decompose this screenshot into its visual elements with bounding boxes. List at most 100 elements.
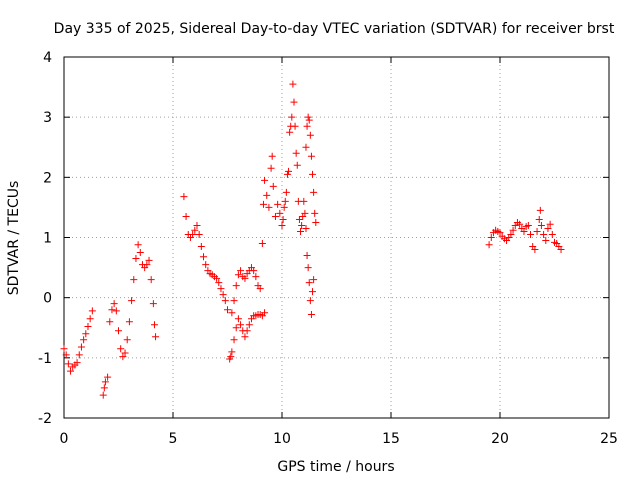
data-point xyxy=(536,206,544,214)
data-point xyxy=(293,161,301,169)
x-tick-label: 25 xyxy=(600,431,618,447)
data-point xyxy=(259,200,267,208)
data-point xyxy=(291,122,299,130)
data-point xyxy=(62,351,70,359)
y-tick-label: 0 xyxy=(43,291,52,307)
data-point xyxy=(298,221,306,229)
data-point xyxy=(300,197,308,205)
data-point xyxy=(234,315,242,323)
data-point xyxy=(219,291,227,299)
data-point xyxy=(265,203,273,211)
data-point xyxy=(302,224,310,232)
data-point xyxy=(286,128,294,136)
data-point xyxy=(213,274,221,282)
x-tick-label: 15 xyxy=(382,431,400,447)
data-point xyxy=(292,149,300,157)
data-point xyxy=(256,285,264,293)
data-point xyxy=(302,143,310,151)
data-point xyxy=(64,360,72,368)
data-point xyxy=(304,264,312,272)
data-point xyxy=(215,279,223,287)
data-point xyxy=(152,333,160,341)
data-point xyxy=(125,318,133,326)
data-point xyxy=(241,274,249,282)
data-point xyxy=(200,253,208,261)
data-point xyxy=(289,80,297,88)
data-point xyxy=(309,288,317,296)
data-point xyxy=(297,227,305,235)
data-point xyxy=(224,306,231,314)
data-point xyxy=(121,349,129,357)
data-point xyxy=(147,276,155,284)
data-point xyxy=(271,212,279,220)
y-tick-label: 1 xyxy=(43,231,52,247)
y-tick-label: 4 xyxy=(43,50,52,66)
data-point xyxy=(86,315,94,323)
data-point xyxy=(241,333,249,341)
data-point xyxy=(310,188,318,196)
data-point xyxy=(136,249,144,257)
data-point xyxy=(311,209,319,217)
chart-title: Day 335 of 2025, Sidereal Day-to-day VTE… xyxy=(54,21,615,37)
y-tick-label: 2 xyxy=(43,170,52,186)
data-point xyxy=(101,378,109,386)
data-point xyxy=(230,297,238,305)
data-point xyxy=(261,176,269,184)
data-point xyxy=(535,215,543,223)
data-point xyxy=(132,255,140,263)
data-point xyxy=(258,240,266,248)
data-point xyxy=(110,300,118,308)
data-point xyxy=(310,276,318,284)
data-point xyxy=(232,324,240,332)
x-tick-label: 5 xyxy=(169,431,178,447)
data-point xyxy=(267,164,275,172)
data-point xyxy=(268,152,276,160)
data-point xyxy=(537,221,545,229)
data-point xyxy=(285,167,293,175)
data-point xyxy=(307,152,315,160)
data-point xyxy=(108,306,116,314)
data-point xyxy=(278,221,286,229)
data-point xyxy=(276,209,284,217)
data-point xyxy=(149,300,157,308)
data-point xyxy=(295,215,303,223)
data-point xyxy=(306,297,314,305)
x-axis-label: GPS time / hours xyxy=(277,459,394,475)
data-point xyxy=(117,345,125,353)
data-point xyxy=(312,218,320,226)
data-point xyxy=(303,122,311,130)
data-point xyxy=(60,345,68,353)
data-point xyxy=(485,241,493,249)
data-point xyxy=(301,209,309,217)
data-point xyxy=(237,321,245,329)
data-point xyxy=(557,246,565,254)
data-point xyxy=(533,227,541,235)
data-point xyxy=(516,220,524,228)
data-point xyxy=(305,116,313,124)
y-tick-label: -2 xyxy=(38,411,52,427)
x-tick-label: 10 xyxy=(273,431,291,447)
data-point xyxy=(189,230,197,238)
data-point xyxy=(269,182,277,190)
data-point xyxy=(542,237,550,245)
y-tick-label: -1 xyxy=(38,351,52,367)
data-point xyxy=(202,261,210,269)
data-point xyxy=(305,279,313,287)
data-point xyxy=(228,348,236,356)
data-point xyxy=(195,230,203,238)
data-point xyxy=(303,252,311,260)
data-point xyxy=(119,353,127,361)
data-point xyxy=(128,297,136,305)
data-point xyxy=(217,285,225,293)
data-point xyxy=(252,273,260,281)
data-point xyxy=(540,230,548,238)
data-point xyxy=(221,297,229,305)
data-point xyxy=(145,256,153,264)
data-point xyxy=(527,230,535,238)
data-point xyxy=(548,230,556,238)
data-point xyxy=(80,336,88,344)
data-point xyxy=(88,307,96,315)
data-point xyxy=(280,203,288,211)
data-point xyxy=(282,188,290,196)
